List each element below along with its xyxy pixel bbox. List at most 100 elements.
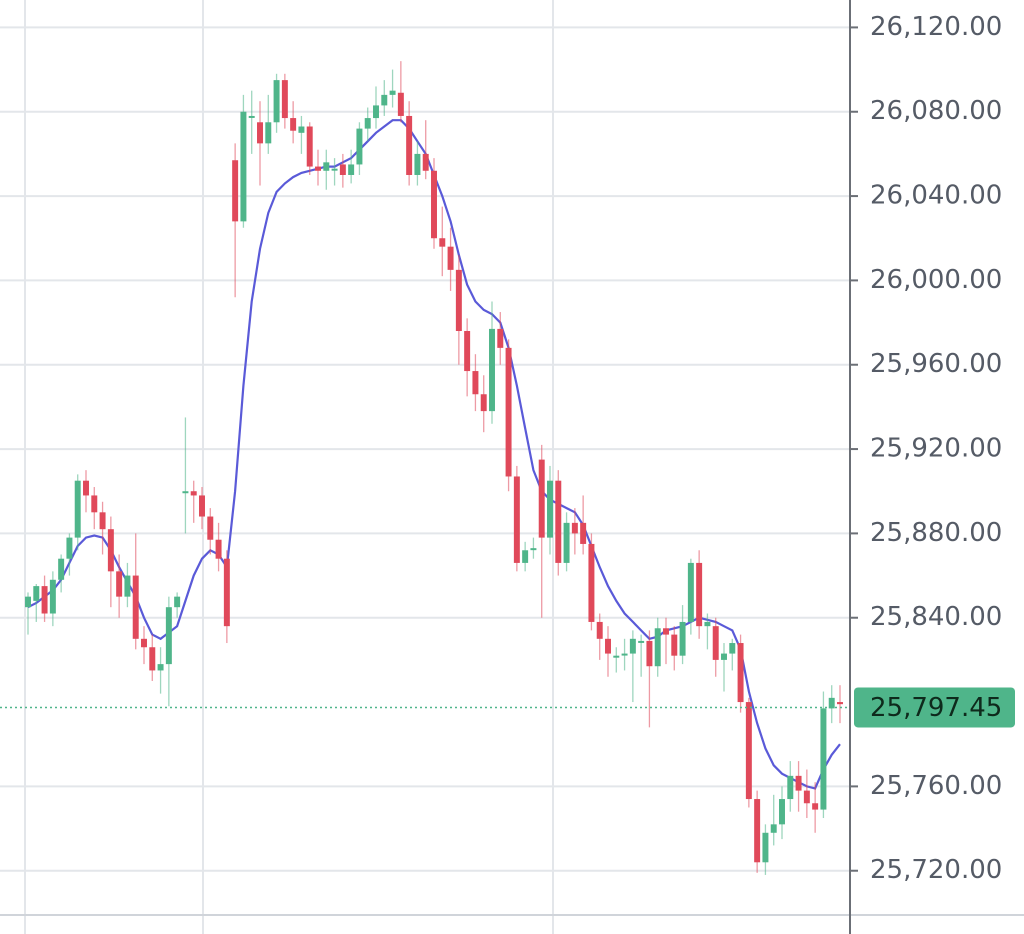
candle-body xyxy=(414,153,421,175)
y-tick-label: 25,760.00 xyxy=(870,771,1002,801)
candle-body xyxy=(513,476,520,563)
y-tick-label: 25,880.00 xyxy=(870,518,1002,548)
candle-body xyxy=(505,347,512,477)
candle-body xyxy=(49,579,56,614)
candle-body xyxy=(74,480,81,538)
candle-body xyxy=(795,775,802,791)
candle-body xyxy=(356,128,363,165)
candle-body xyxy=(33,586,40,601)
candle-body xyxy=(331,168,338,171)
candle-body xyxy=(397,92,404,116)
candle-body xyxy=(290,118,297,131)
candle-body xyxy=(472,371,479,395)
candle-body xyxy=(762,832,769,863)
candle-body xyxy=(613,655,620,658)
candle-body xyxy=(596,621,603,639)
candle-body xyxy=(828,697,835,709)
candle-body xyxy=(721,653,727,660)
candle-body xyxy=(83,480,89,496)
y-tick-label: 25,960.00 xyxy=(870,349,1002,379)
candle-body xyxy=(779,799,785,825)
candle-body xyxy=(571,522,578,534)
candle-body xyxy=(58,558,65,580)
candle-body xyxy=(182,491,189,494)
candle-body xyxy=(91,495,98,513)
candle-body xyxy=(157,664,164,671)
candle-body xyxy=(248,115,255,118)
candle-body xyxy=(729,643,736,654)
candle-body xyxy=(787,775,794,800)
candle-body xyxy=(116,571,123,597)
candle-body xyxy=(373,105,379,119)
candle-body xyxy=(663,628,669,635)
candles xyxy=(25,61,843,875)
candle-body xyxy=(306,126,313,167)
candle-body xyxy=(588,543,595,622)
candle-body xyxy=(555,480,562,563)
candle-body xyxy=(754,799,761,863)
candle-body xyxy=(165,607,172,665)
candle-body xyxy=(323,162,330,171)
candle-body xyxy=(141,638,147,648)
candle-body xyxy=(223,558,230,627)
candle-body xyxy=(745,702,752,800)
candle-body xyxy=(455,269,462,332)
candle-body xyxy=(563,522,570,563)
candle-body xyxy=(464,331,471,372)
candle-body xyxy=(712,626,719,660)
candle-body xyxy=(646,640,653,667)
candle-body xyxy=(737,643,744,703)
candle-body xyxy=(547,480,553,538)
candle-body xyxy=(348,164,355,175)
y-tick-label: 25,840.00 xyxy=(870,602,1002,632)
candle-body xyxy=(530,548,537,551)
last-price-badge xyxy=(854,687,1015,728)
candle-body xyxy=(315,166,321,171)
candle-body xyxy=(803,790,810,804)
candle-body xyxy=(240,111,247,222)
candle-body xyxy=(364,118,371,129)
candle-body xyxy=(199,495,205,517)
candle-body xyxy=(629,638,636,654)
candle-body xyxy=(580,522,587,544)
candle-body xyxy=(298,126,305,133)
candle-body xyxy=(232,160,239,222)
candle-body xyxy=(25,596,31,608)
candle-body xyxy=(687,562,694,622)
candle-body xyxy=(207,516,214,540)
candle-body xyxy=(190,491,197,496)
candle-body xyxy=(522,550,529,563)
last-price-label: 25,797.45 xyxy=(870,693,1002,723)
y-tick-label: 26,040.00 xyxy=(870,181,1002,211)
y-tick-label: 26,120.00 xyxy=(870,12,1002,42)
candle-body xyxy=(257,122,263,144)
candle-body xyxy=(41,586,48,614)
candle-body xyxy=(107,529,114,572)
candle-body xyxy=(489,328,495,412)
candle-body xyxy=(704,621,711,627)
y-tick-label: 26,080.00 xyxy=(870,96,1002,126)
candle-body xyxy=(149,647,156,671)
y-tick-label: 26,000.00 xyxy=(870,265,1002,295)
candle-body xyxy=(381,94,388,106)
candle-body xyxy=(339,164,346,175)
candle-body xyxy=(422,153,429,171)
candle-body xyxy=(439,238,446,247)
candle-body xyxy=(265,122,272,144)
candle-body xyxy=(480,394,487,412)
grid xyxy=(0,26,850,872)
candle-body xyxy=(132,575,139,639)
y-tick-label: 25,920.00 xyxy=(870,434,1002,464)
candle-body xyxy=(770,824,777,833)
candle-body xyxy=(124,575,131,597)
price-axis: 25,720.00 25,760.00 25,840.00 25,880.00 25,9… xyxy=(850,12,1002,885)
candle-body xyxy=(389,90,396,95)
candle-body xyxy=(671,634,678,656)
candle-body xyxy=(66,537,73,559)
candle-body xyxy=(174,596,181,608)
candle-body xyxy=(215,539,222,559)
candle-body xyxy=(621,653,628,656)
candle-body xyxy=(538,459,545,538)
y-tick-label: 25,720.00 xyxy=(870,855,1002,885)
